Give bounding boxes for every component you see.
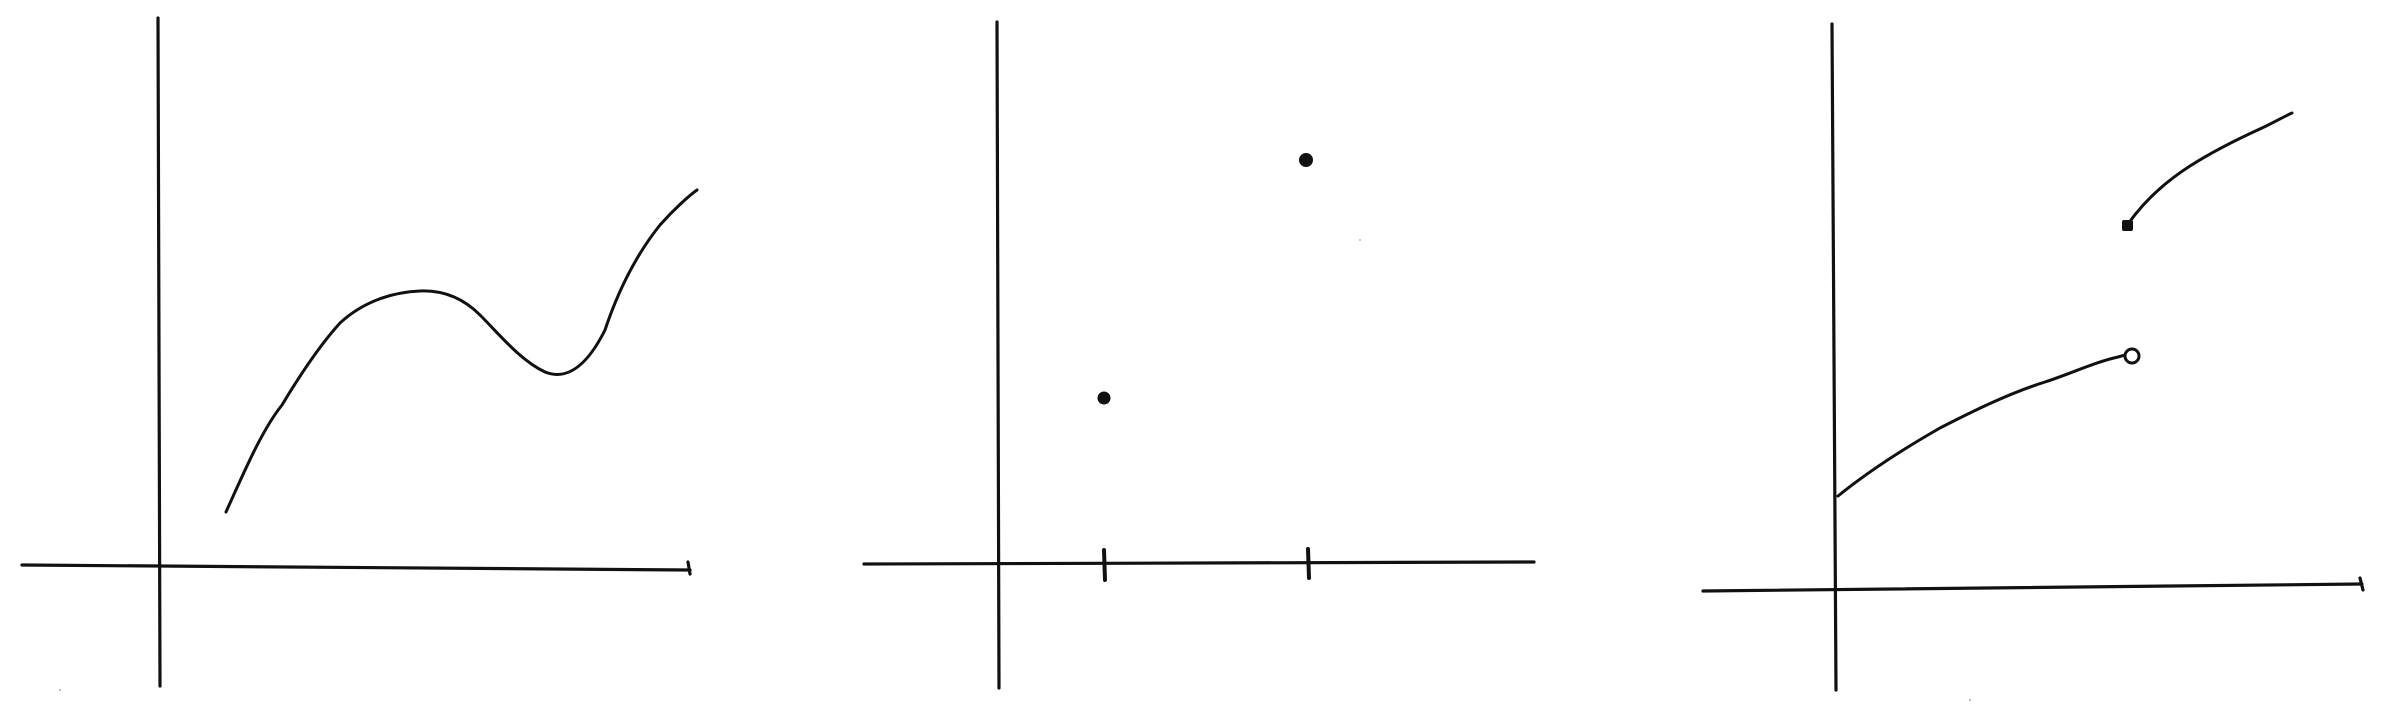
graph-2-tick-1 — [1102, 548, 1107, 582]
graph-1-x-axis-end — [686, 560, 692, 576]
graph-2-y-axis — [995, 20, 1001, 690]
graph-1-x-axis — [20, 563, 692, 572]
paper-specks — [58, 239, 1972, 702]
graph-1 — [20, 16, 699, 688]
graph-2-x-axis — [862, 560, 1536, 566]
graph-3-x-axis-end — [2358, 576, 2365, 592]
graph-3-y-axis — [1830, 22, 1838, 692]
graph-2-point-2 — [1299, 153, 1313, 167]
graph-3-upper-segment — [2126, 111, 2294, 226]
graph-3 — [1701, 22, 2365, 692]
graph-3-lower-segment — [1836, 352, 2130, 498]
graph-1-y-axis — [156, 16, 162, 688]
graph-2-tick-2 — [1306, 547, 1311, 580]
graph-3-x-axis — [1701, 582, 2364, 593]
graph-1-curve — [224, 188, 699, 514]
graph-2-point-1 — [1097, 391, 1111, 405]
graph-3-open-circle — [2123, 347, 2141, 365]
graph-2 — [862, 20, 1536, 690]
